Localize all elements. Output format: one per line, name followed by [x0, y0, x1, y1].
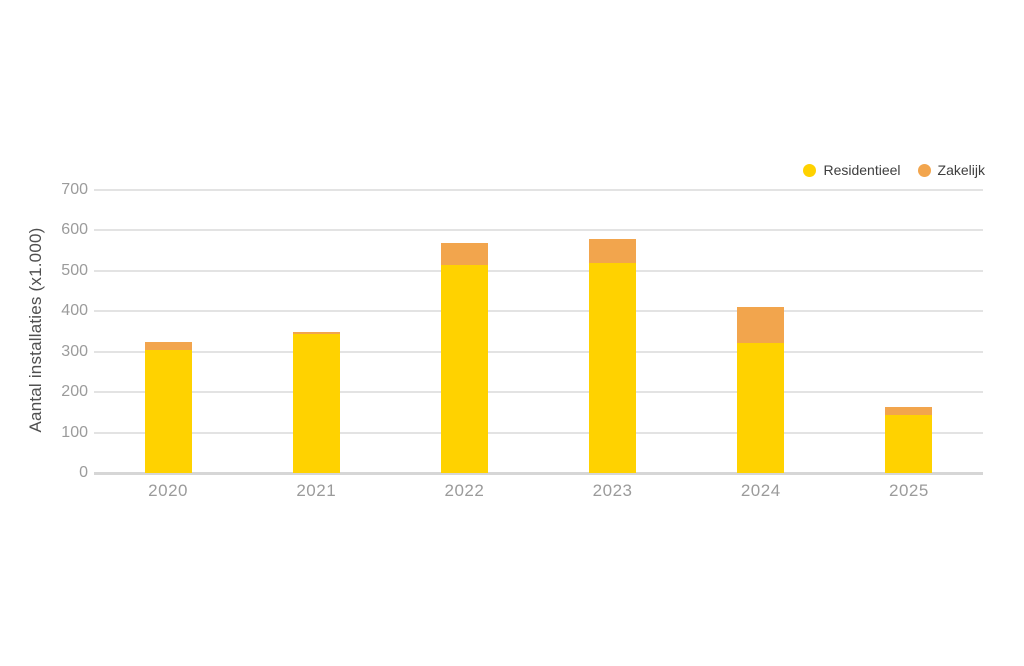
bar-segment-zakelijk-2024: [737, 307, 785, 343]
legend-dot-residentieel-icon: [803, 163, 817, 177]
y-tick-label-0: 0: [79, 464, 88, 481]
legend-label-residentieel: Residentieel: [823, 162, 901, 178]
gridline-600: [94, 229, 983, 232]
y-tick-label-600: 600: [61, 221, 88, 239]
gridline-500: [94, 269, 983, 272]
bar-segment-residentieel-2024: [737, 342, 785, 473]
bar-2022: [440, 190, 488, 473]
y-tick-label-700: 700: [61, 181, 88, 198]
bar-segment-residentieel-2023: [589, 262, 637, 473]
bar-segment-zakelijk-2023: [589, 239, 637, 263]
y-tick-label-300: 300: [61, 342, 88, 360]
legend-item-residentieel: Residentieel: [803, 162, 901, 178]
bar-segment-zakelijk-2020: [144, 341, 192, 350]
x-tick-label-2024: 2024: [740, 481, 781, 500]
y-tick-label-400: 400: [61, 302, 88, 320]
legend-dot-zakelijk-icon: [917, 163, 931, 177]
y-tick-label-200: 200: [61, 383, 88, 401]
gridline-100: [94, 431, 983, 434]
bar-2025: [885, 190, 933, 473]
x-tick-label-2023: 2023: [592, 481, 633, 500]
gridline-200: [94, 391, 983, 394]
bar-2021: [292, 190, 340, 473]
x-tick-label-2022: 2022: [444, 481, 485, 500]
y-tick-label-100: 100: [61, 423, 88, 441]
x-tick-label-2021: 2021: [296, 481, 337, 500]
legend-item-zakelijk: Zakelijk: [917, 162, 985, 178]
chart-legend: Residentieel Zakelijk: [803, 162, 985, 178]
bar-segment-residentieel-2025: [885, 414, 933, 473]
bar-2023: [589, 190, 637, 473]
bar-segment-zakelijk-2025: [885, 407, 933, 415]
bar-segment-residentieel-2021: [292, 334, 340, 473]
bar-segment-residentieel-2020: [144, 349, 192, 473]
x-tick-label-2020: 2020: [148, 481, 188, 500]
gridline-400: [94, 310, 983, 313]
bar-segment-residentieel-2022: [440, 265, 488, 473]
bar-segment-zakelijk-2022: [440, 242, 488, 266]
x-tick-label-2025: 2025: [888, 481, 929, 500]
gridline-700: [94, 189, 983, 191]
legend-label-zakelijk: Zakelijk: [937, 162, 985, 178]
gridline-300: [94, 350, 983, 353]
bar-2024: [737, 190, 785, 473]
gridline-0: [94, 471, 983, 475]
plot-area: [94, 189, 983, 475]
y-tick-label-500: 500: [61, 261, 88, 279]
bar-2020: [144, 190, 192, 473]
bar-segment-zakelijk-2021: [292, 332, 340, 335]
